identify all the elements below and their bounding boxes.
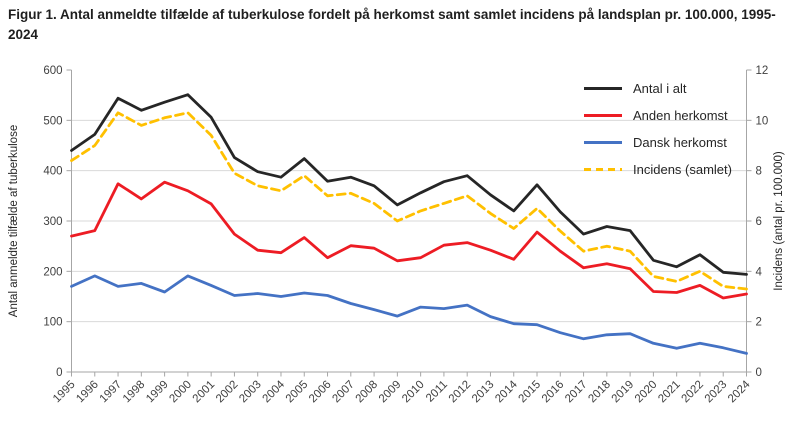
y-axis-title-left: Antal anmeldte tilfælde af tuberkulose (8, 125, 20, 317)
x-tick-label: 2013 (470, 379, 497, 406)
x-tick-label: 1997 (98, 379, 125, 406)
x-tick-label: 2004 (261, 378, 288, 405)
total-line-swatch-icon (584, 87, 622, 90)
x-tick-label: 2006 (307, 379, 334, 406)
y-axis-title-right: Incidens (antal pr. 100.000) (773, 151, 785, 291)
x-tick-label: 2018 (586, 379, 613, 406)
x-tick-label: 2020 (633, 379, 660, 406)
y-tick-label-left: 600 (43, 65, 62, 77)
y-tick-label-right: 8 (756, 166, 762, 178)
x-tick-label: 2003 (237, 379, 264, 406)
legend-label: Incidens (samlet) (633, 162, 732, 177)
incidence-dashed-line-swatch-icon (584, 168, 622, 171)
series-line-dansk-herkomst (70, 274, 748, 355)
x-tick-label: 2008 (354, 379, 381, 406)
x-tick-label: 2010 (400, 379, 427, 406)
x-tick-label: 2014 (493, 378, 520, 405)
legend-label: Dansk herkomst (633, 135, 727, 150)
x-tick-label: 1995 (51, 379, 78, 406)
x-tick-label: 2021 (656, 379, 683, 406)
x-tick-label: 2011 (424, 379, 450, 405)
y-tick-label-left: 400 (43, 166, 62, 178)
y-tick-label-right: 12 (756, 65, 769, 77)
x-tick-label: 2005 (284, 379, 311, 406)
series-line-incidens-samlet- (70, 111, 748, 291)
legend-item-anden-herkomst: Anden herkomst (584, 102, 732, 129)
chart-legend: Antal i alt Anden herkomst Dansk herkoms… (584, 75, 732, 183)
x-tick-label: 1998 (121, 379, 148, 406)
danish-origin-line-swatch-icon (584, 141, 622, 144)
legend-label: Antal i alt (633, 81, 687, 96)
y-tick-label-right: 0 (756, 367, 762, 379)
y-tick-label-right: 6 (756, 216, 762, 228)
x-tick-label: 2009 (377, 379, 404, 406)
x-tick-label: 2002 (214, 379, 241, 406)
y-tick-label-left: 0 (56, 367, 62, 379)
x-tick-label: 2023 (703, 379, 730, 406)
x-tick-label: 2012 (447, 379, 474, 406)
x-tick-label: 1996 (74, 379, 101, 406)
legend-item-dansk-herkomst: Dansk herkomst (584, 129, 732, 156)
x-tick-label: 2016 (540, 379, 567, 406)
x-tick-label: 2000 (167, 379, 194, 406)
legend-label: Anden herkomst (633, 108, 728, 123)
x-tick-label: 2019 (610, 379, 637, 406)
series-line-antal-i-alt (70, 93, 748, 276)
x-tick-label: 2022 (679, 379, 706, 406)
y-tick-label-right: 4 (756, 266, 763, 278)
legend-item-incidens: Incidens (samlet) (584, 156, 732, 183)
x-tick-label: 2024 (726, 378, 753, 405)
y-tick-label-left: 200 (43, 266, 62, 278)
x-tick-label: 2015 (517, 379, 544, 406)
y-tick-label-right: 10 (756, 115, 769, 127)
figure-title: Figur 1. Antal anmeldte tilfælde af tube… (8, 7, 776, 43)
y-tick-label-left: 100 (43, 317, 62, 329)
x-tick-label: 2017 (563, 379, 590, 406)
x-tick-label: 2007 (330, 379, 357, 406)
other-origin-line-swatch-icon (584, 114, 622, 117)
y-tick-label-left: 300 (43, 216, 62, 228)
y-tick-label-right: 2 (756, 317, 762, 329)
y-tick-label-left: 500 (43, 115, 62, 127)
legend-item-antal-i-alt: Antal i alt (584, 75, 732, 102)
x-tick-label: 1999 (144, 379, 171, 406)
series-line-anden-herkomst (70, 180, 748, 300)
x-tick-label: 2001 (191, 379, 218, 406)
